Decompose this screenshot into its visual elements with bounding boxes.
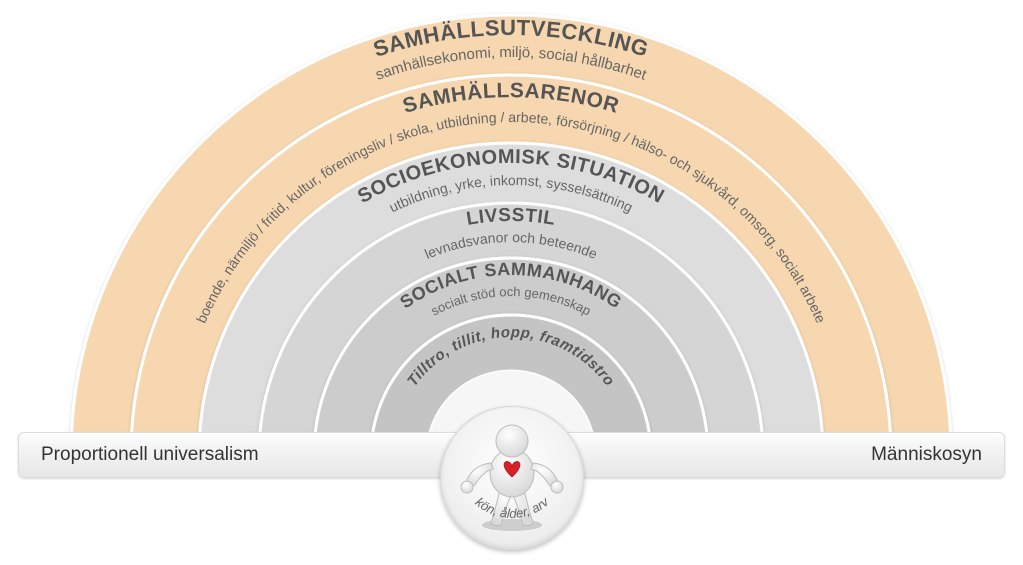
center-figure-svg: kön, ålder, arv [441,407,583,549]
footer-left-label: Proportionell universalism [41,444,259,466]
center-disc: kön, ålder, arv [440,406,584,550]
footer-right-label: Människosyn [871,444,982,466]
diagram-stage: SAMHÄLLSUTVECKLINGsamhällsekonomi, miljö… [0,0,1023,565]
